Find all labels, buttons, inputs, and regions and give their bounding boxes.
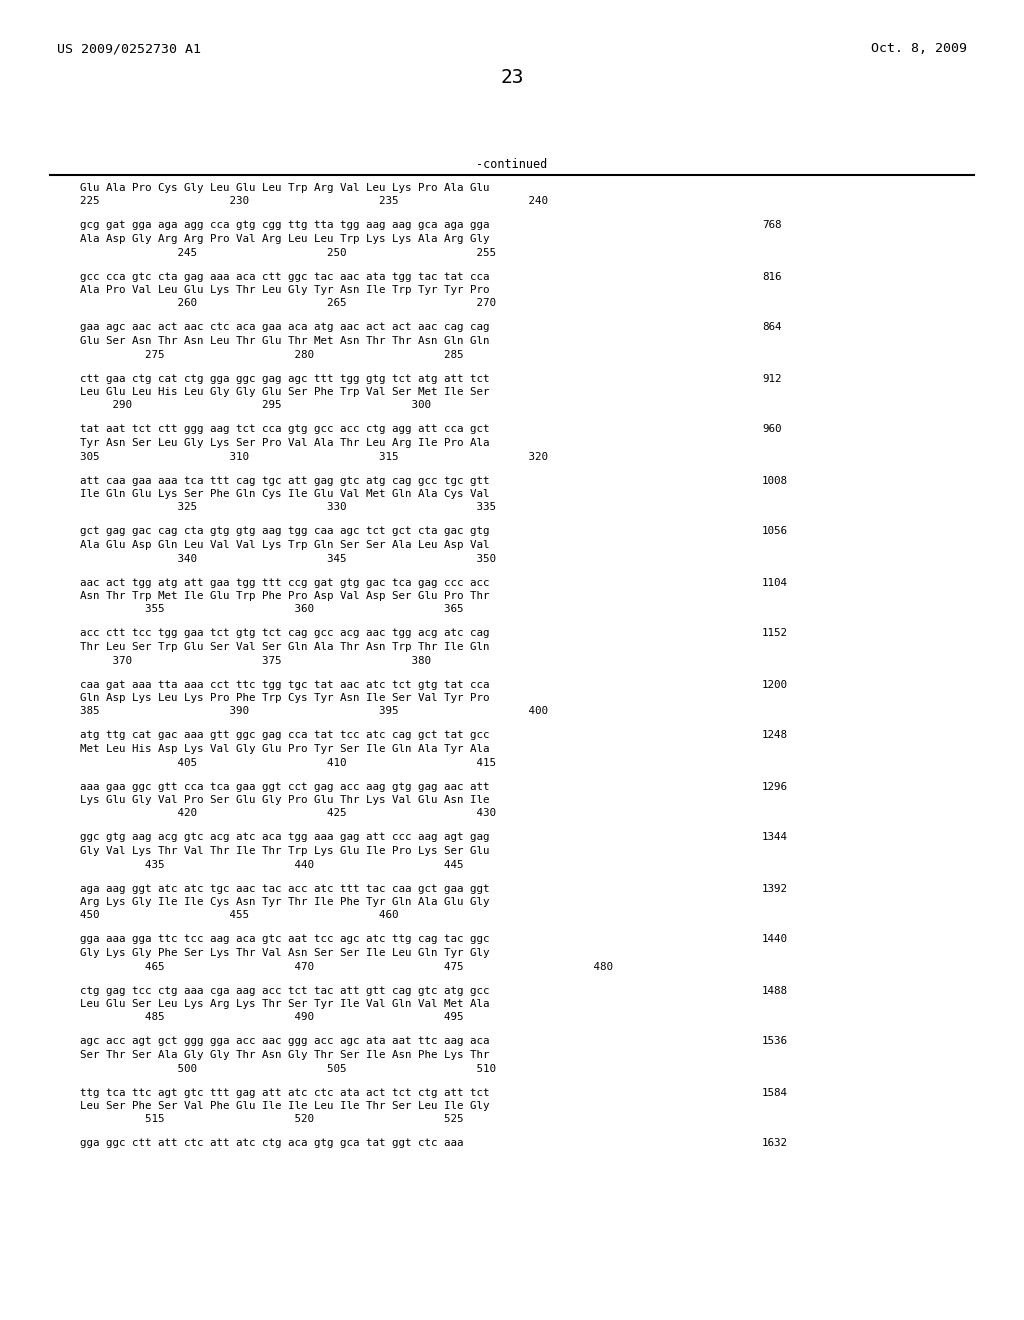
Text: caa gat aaa tta aaa cct ttc tgg tgc tat aac atc tct gtg tat cca: caa gat aaa tta aaa cct ttc tgg tgc tat … bbox=[80, 680, 489, 689]
Text: Met Leu His Asp Lys Val Gly Glu Pro Tyr Ser Ile Gln Ala Tyr Ala: Met Leu His Asp Lys Val Gly Glu Pro Tyr … bbox=[80, 744, 489, 754]
Text: 1344: 1344 bbox=[762, 833, 788, 842]
Text: Lys Glu Gly Val Pro Ser Glu Gly Pro Glu Thr Lys Val Glu Asn Ile: Lys Glu Gly Val Pro Ser Glu Gly Pro Glu … bbox=[80, 795, 489, 805]
Text: Ala Glu Asp Gln Leu Val Val Lys Trp Gln Ser Ser Ala Leu Asp Val: Ala Glu Asp Gln Leu Val Val Lys Trp Gln … bbox=[80, 540, 489, 550]
Text: Leu Glu Ser Leu Lys Arg Lys Thr Ser Tyr Ile Val Gln Val Met Ala: Leu Glu Ser Leu Lys Arg Lys Thr Ser Tyr … bbox=[80, 999, 489, 1008]
Text: 340                    345                    350: 340 345 350 bbox=[80, 553, 496, 564]
Text: gaa agc aac act aac ctc aca gaa aca atg aac act act aac cag cag: gaa agc aac act aac ctc aca gaa aca atg … bbox=[80, 322, 489, 333]
Text: ttg tca ttc agt gtc ttt gag att atc ctc ata act tct ctg att tct: ttg tca ttc agt gtc ttt gag att atc ctc … bbox=[80, 1088, 489, 1097]
Text: Asn Thr Trp Met Ile Glu Trp Phe Pro Asp Val Asp Ser Glu Pro Thr: Asn Thr Trp Met Ile Glu Trp Phe Pro Asp … bbox=[80, 591, 489, 601]
Text: Gln Asp Lys Leu Lys Pro Phe Trp Cys Tyr Asn Ile Ser Val Tyr Pro: Gln Asp Lys Leu Lys Pro Phe Trp Cys Tyr … bbox=[80, 693, 489, 704]
Text: gct gag gac cag cta gtg gtg aag tgg caa agc tct gct cta gac gtg: gct gag gac cag cta gtg gtg aag tgg caa … bbox=[80, 527, 489, 536]
Text: att caa gaa aaa tca ttt cag tgc att gag gtc atg cag gcc tgc gtt: att caa gaa aaa tca ttt cag tgc att gag … bbox=[80, 475, 489, 486]
Text: ctg gag tcc ctg aaa cga aag acc tct tac att gtt cag gtc atg gcc: ctg gag tcc ctg aaa cga aag acc tct tac … bbox=[80, 986, 489, 995]
Text: 515                    520                    525: 515 520 525 bbox=[80, 1114, 464, 1125]
Text: 1200: 1200 bbox=[762, 680, 788, 689]
Text: Thr Leu Ser Trp Glu Ser Val Ser Gln Ala Thr Asn Trp Thr Ile Gln: Thr Leu Ser Trp Glu Ser Val Ser Gln Ala … bbox=[80, 642, 489, 652]
Text: 435                    440                    445: 435 440 445 bbox=[80, 859, 464, 870]
Text: Gly Val Lys Thr Val Thr Ile Thr Trp Lys Glu Ile Pro Lys Ser Glu: Gly Val Lys Thr Val Thr Ile Thr Trp Lys … bbox=[80, 846, 489, 855]
Text: acc ctt tcc tgg gaa tct gtg tct cag gcc acg aac tgg acg atc cag: acc ctt tcc tgg gaa tct gtg tct cag gcc … bbox=[80, 628, 489, 639]
Text: 864: 864 bbox=[762, 322, 781, 333]
Text: 370                    375                    380: 370 375 380 bbox=[80, 656, 431, 665]
Text: -continued: -continued bbox=[476, 158, 548, 172]
Text: 305                    310                    315                    320: 305 310 315 320 bbox=[80, 451, 548, 462]
Text: 1104: 1104 bbox=[762, 578, 788, 587]
Text: Glu Ser Asn Thr Asn Leu Thr Glu Thr Met Asn Thr Thr Asn Gln Gln: Glu Ser Asn Thr Asn Leu Thr Glu Thr Met … bbox=[80, 337, 489, 346]
Text: 1488: 1488 bbox=[762, 986, 788, 995]
Text: Gly Lys Gly Phe Ser Lys Thr Val Asn Ser Ser Ile Leu Gln Tyr Gly: Gly Lys Gly Phe Ser Lys Thr Val Asn Ser … bbox=[80, 948, 489, 958]
Text: 355                    360                    365: 355 360 365 bbox=[80, 605, 464, 615]
Text: gcg gat gga aga agg cca gtg cgg ttg tta tgg aag aag gca aga gga: gcg gat gga aga agg cca gtg cgg ttg tta … bbox=[80, 220, 489, 231]
Text: Tyr Asn Ser Leu Gly Lys Ser Pro Val Ala Thr Leu Arg Ile Pro Ala: Tyr Asn Ser Leu Gly Lys Ser Pro Val Ala … bbox=[80, 438, 489, 447]
Text: ggc gtg aag acg gtc acg atc aca tgg aaa gag att ccc aag agt gag: ggc gtg aag acg gtc acg atc aca tgg aaa … bbox=[80, 833, 489, 842]
Text: Arg Lys Gly Ile Ile Cys Asn Tyr Thr Ile Phe Tyr Gln Ala Glu Gly: Arg Lys Gly Ile Ile Cys Asn Tyr Thr Ile … bbox=[80, 898, 489, 907]
Text: 485                    490                    495: 485 490 495 bbox=[80, 1012, 464, 1023]
Text: 1008: 1008 bbox=[762, 475, 788, 486]
Text: Ile Gln Glu Lys Ser Phe Gln Cys Ile Glu Val Met Gln Ala Cys Val: Ile Gln Glu Lys Ser Phe Gln Cys Ile Glu … bbox=[80, 488, 489, 499]
Text: aaa gaa ggc gtt cca tca gaa ggt cct gag acc aag gtg gag aac att: aaa gaa ggc gtt cca tca gaa ggt cct gag … bbox=[80, 781, 489, 792]
Text: 768: 768 bbox=[762, 220, 781, 231]
Text: 260                    265                    270: 260 265 270 bbox=[80, 298, 496, 309]
Text: Ala Asp Gly Arg Arg Pro Val Arg Leu Leu Trp Lys Lys Ala Arg Gly: Ala Asp Gly Arg Arg Pro Val Arg Leu Leu … bbox=[80, 234, 489, 244]
Text: 1056: 1056 bbox=[762, 527, 788, 536]
Text: 465                    470                    475                    480: 465 470 475 480 bbox=[80, 961, 613, 972]
Text: 225                    230                    235                    240: 225 230 235 240 bbox=[80, 197, 548, 206]
Text: 816: 816 bbox=[762, 272, 781, 281]
Text: Leu Ser Phe Ser Val Phe Glu Ile Ile Leu Ile Thr Ser Leu Ile Gly: Leu Ser Phe Ser Val Phe Glu Ile Ile Leu … bbox=[80, 1101, 489, 1111]
Text: Leu Glu Leu His Leu Gly Gly Glu Ser Phe Trp Val Ser Met Ile Ser: Leu Glu Leu His Leu Gly Gly Glu Ser Phe … bbox=[80, 387, 489, 397]
Text: 1584: 1584 bbox=[762, 1088, 788, 1097]
Text: 1152: 1152 bbox=[762, 628, 788, 639]
Text: 1632: 1632 bbox=[762, 1138, 788, 1148]
Text: 1248: 1248 bbox=[762, 730, 788, 741]
Text: 960: 960 bbox=[762, 425, 781, 434]
Text: 23: 23 bbox=[501, 69, 523, 87]
Text: US 2009/0252730 A1: US 2009/0252730 A1 bbox=[57, 42, 201, 55]
Text: Glu Ala Pro Cys Gly Leu Glu Leu Trp Arg Val Leu Lys Pro Ala Glu: Glu Ala Pro Cys Gly Leu Glu Leu Trp Arg … bbox=[80, 183, 489, 193]
Text: 1440: 1440 bbox=[762, 935, 788, 945]
Text: atg ttg cat gac aaa gtt ggc gag cca tat tcc atc cag gct tat gcc: atg ttg cat gac aaa gtt ggc gag cca tat … bbox=[80, 730, 489, 741]
Text: aac act tgg atg att gaa tgg ttt ccg gat gtg gac tca gag ccc acc: aac act tgg atg att gaa tgg ttt ccg gat … bbox=[80, 578, 489, 587]
Text: gcc cca gtc cta gag aaa aca ctt ggc tac aac ata tgg tac tat cca: gcc cca gtc cta gag aaa aca ctt ggc tac … bbox=[80, 272, 489, 281]
Text: tat aat tct ctt ggg aag tct cca gtg gcc acc ctg agg att cca gct: tat aat tct ctt ggg aag tct cca gtg gcc … bbox=[80, 425, 489, 434]
Text: 1392: 1392 bbox=[762, 883, 788, 894]
Text: 405                    410                    415: 405 410 415 bbox=[80, 758, 496, 767]
Text: Ser Thr Ser Ala Gly Gly Thr Asn Gly Thr Ser Ile Asn Phe Lys Thr: Ser Thr Ser Ala Gly Gly Thr Asn Gly Thr … bbox=[80, 1049, 489, 1060]
Text: gga aaa gga ttc tcc aag aca gtc aat tcc agc atc ttg cag tac ggc: gga aaa gga ttc tcc aag aca gtc aat tcc … bbox=[80, 935, 489, 945]
Text: 385                    390                    395                    400: 385 390 395 400 bbox=[80, 706, 548, 717]
Text: gga ggc ctt att ctc att atc ctg aca gtg gca tat ggt ctc aaa: gga ggc ctt att ctc att atc ctg aca gtg … bbox=[80, 1138, 464, 1148]
Text: 1296: 1296 bbox=[762, 781, 788, 792]
Text: agc acc agt gct ggg gga acc aac ggg acc agc ata aat ttc aag aca: agc acc agt gct ggg gga acc aac ggg acc … bbox=[80, 1036, 489, 1047]
Text: Oct. 8, 2009: Oct. 8, 2009 bbox=[871, 42, 967, 55]
Text: 245                    250                    255: 245 250 255 bbox=[80, 248, 496, 257]
Text: 1536: 1536 bbox=[762, 1036, 788, 1047]
Text: Ala Pro Val Leu Glu Lys Thr Leu Gly Tyr Asn Ile Trp Tyr Tyr Pro: Ala Pro Val Leu Glu Lys Thr Leu Gly Tyr … bbox=[80, 285, 489, 294]
Text: 420                    425                    430: 420 425 430 bbox=[80, 808, 496, 818]
Text: ctt gaa ctg cat ctg gga ggc gag agc ttt tgg gtg tct atg att tct: ctt gaa ctg cat ctg gga ggc gag agc ttt … bbox=[80, 374, 489, 384]
Text: 450                    455                    460: 450 455 460 bbox=[80, 911, 398, 920]
Text: 275                    280                    285: 275 280 285 bbox=[80, 350, 464, 359]
Text: 500                    505                    510: 500 505 510 bbox=[80, 1064, 496, 1073]
Text: 290                    295                    300: 290 295 300 bbox=[80, 400, 431, 411]
Text: 325                    330                    335: 325 330 335 bbox=[80, 503, 496, 512]
Text: 912: 912 bbox=[762, 374, 781, 384]
Text: aga aag ggt atc atc tgc aac tac acc atc ttt tac caa gct gaa ggt: aga aag ggt atc atc tgc aac tac acc atc … bbox=[80, 883, 489, 894]
